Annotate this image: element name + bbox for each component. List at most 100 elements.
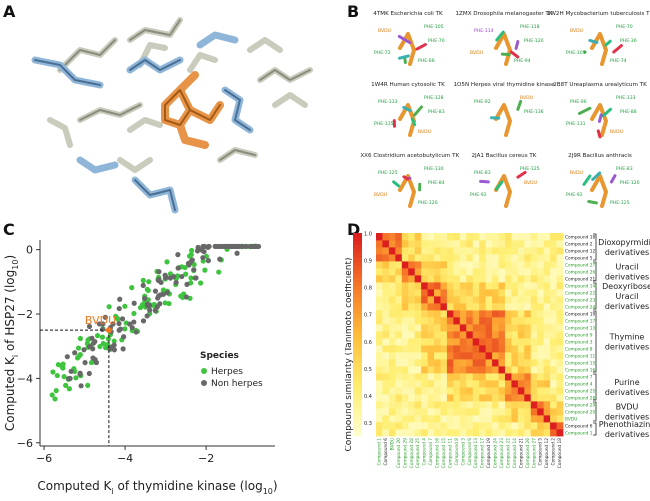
group-label-line: derivatives	[605, 273, 649, 282]
heatmap-cell	[421, 401, 428, 409]
scatter-point-non-herpes	[107, 346, 113, 352]
heatmap-cell	[408, 254, 416, 262]
residue-label: PHE-130	[424, 166, 444, 172]
heatmap-cell	[556, 387, 564, 395]
residue-stick	[587, 200, 598, 205]
heatmap-cell	[434, 345, 441, 353]
heatmap-cell	[446, 247, 454, 255]
heatmap-row-label: BVDU	[565, 416, 577, 422]
structure-cell: 4TMK Escherichia coli TK BVDU PHE-105 PHE-7…	[373, 11, 445, 66]
heatmap-row-label: Compound 1	[565, 430, 593, 436]
heatmap-cell	[440, 380, 448, 388]
scatter-point-herpes	[85, 337, 91, 343]
x-axis-label-part: i	[111, 487, 113, 496]
heatmap-cell	[530, 338, 538, 346]
group-label-line: Dioxopyrmidin	[598, 238, 650, 247]
heatmap-cell	[524, 289, 532, 297]
heatmap-cell	[504, 282, 512, 290]
heatmap-cell	[504, 373, 512, 381]
heatmap-cell	[388, 345, 396, 353]
heatmap-cell	[382, 254, 390, 262]
heatmap-cell	[453, 408, 461, 416]
heatmap-cell	[479, 296, 487, 304]
heatmap-cell	[550, 289, 557, 297]
residue-stick	[597, 113, 603, 123]
heatmap-cell	[408, 296, 416, 304]
heatmap-cell	[459, 331, 467, 339]
colorbar-segment	[353, 318, 362, 323]
scatter-point-herpes	[113, 313, 119, 319]
scatter-point-non-herpes	[144, 313, 150, 319]
heatmap-cell	[485, 394, 493, 402]
x-tick-label: −2	[198, 452, 214, 465]
colorbar-tick: 1.0	[364, 232, 372, 238]
heatmap-cell	[446, 366, 454, 374]
heatmap-cell	[543, 331, 551, 339]
scatter-point-non-herpes	[144, 301, 151, 307]
colorbar-segment	[353, 302, 362, 307]
heatmap-cell	[453, 247, 461, 255]
heatmap-cell	[511, 240, 519, 248]
heatmap-cell	[537, 233, 545, 241]
heatmap-cell	[504, 345, 512, 353]
scatter-point-herpes	[180, 294, 186, 300]
heatmap-cell	[556, 408, 564, 416]
scatter-point-non-herpes	[199, 247, 205, 253]
residue-stick	[601, 107, 613, 118]
x-axis-label-part: )	[273, 479, 278, 493]
heatmap-cell	[537, 359, 545, 367]
heatmap-cell	[388, 408, 396, 416]
heatmap-cell	[421, 282, 428, 290]
heatmap-cell	[492, 275, 499, 283]
heatmap-cell	[395, 352, 403, 360]
heatmap-cell	[427, 373, 435, 381]
heatmap-cell	[492, 254, 499, 262]
heatmap-cell	[524, 401, 532, 409]
heatmap-cell	[517, 282, 525, 290]
heatmap-cell	[556, 331, 564, 339]
colorbar-segment	[353, 281, 362, 287]
heatmap-row-label: Compound 24	[565, 304, 595, 310]
heatmap-cell	[408, 338, 416, 346]
heatmap-cell	[524, 296, 532, 304]
heatmap-cell	[530, 268, 538, 276]
heatmap-cell	[530, 429, 538, 437]
heatmap-cell	[537, 282, 545, 290]
heatmap-cell	[504, 268, 512, 276]
heatmap-cell	[530, 282, 538, 290]
colorbar-segment	[353, 245, 362, 250]
panel-label-a: A	[3, 2, 16, 21]
heatmap-cell	[498, 338, 506, 346]
heatmap-cell	[446, 303, 454, 311]
heatmap-cell	[504, 247, 512, 255]
scatter-point-non-herpes	[116, 320, 122, 327]
heatmap-cell	[395, 275, 403, 283]
heatmap-cell	[550, 408, 557, 416]
heatmap-cell	[376, 324, 383, 332]
heatmap-cell	[401, 233, 409, 241]
heatmap-cell	[459, 303, 467, 311]
scatter-point-herpes	[106, 304, 112, 310]
heatmap-cell	[459, 254, 467, 262]
bvdu-ligand	[494, 174, 512, 208]
heatmap-cell	[485, 261, 493, 269]
heatmap-cell	[472, 401, 480, 409]
heatmap-cell	[504, 422, 512, 430]
heatmap-cell	[388, 289, 396, 297]
heatmap-cell	[498, 275, 506, 283]
y-tick-label: −4	[17, 372, 33, 385]
heatmap-cell	[543, 303, 551, 311]
heatmap-cell	[492, 282, 499, 290]
heatmap-cell	[537, 331, 545, 339]
heatmap-cell	[504, 408, 512, 416]
heatmap-cell	[408, 289, 416, 297]
heatmap-cell	[485, 247, 493, 255]
heatmap-cell	[524, 373, 532, 381]
group-label-line: Deoxyribose	[602, 282, 650, 291]
heatmap-cell	[537, 303, 545, 311]
heatmap-cell	[498, 366, 506, 374]
structure-title: 1W2H Mycobacterium tuberculosis TK	[547, 11, 650, 17]
heatmap-cell	[543, 233, 551, 241]
heatmap-cell	[427, 275, 435, 283]
heatmap-cell	[530, 422, 538, 430]
